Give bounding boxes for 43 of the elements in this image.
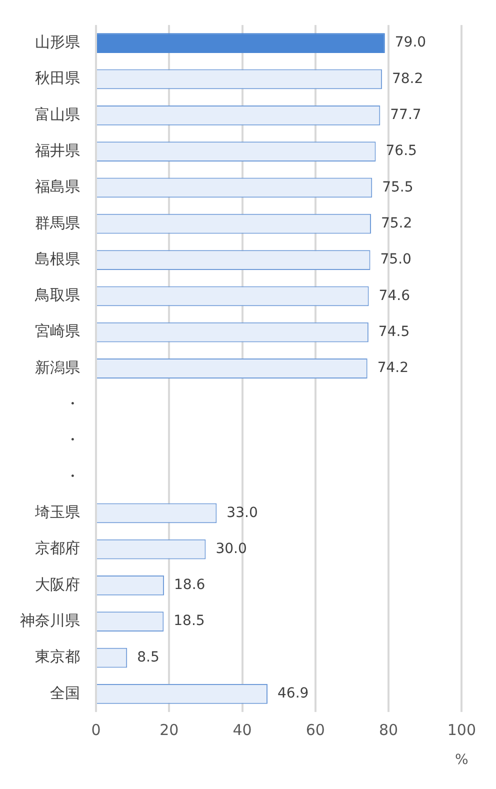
- x-axis-title: %: [455, 752, 468, 768]
- x-tick-label: 100: [447, 720, 476, 739]
- data-label: 75.2: [380, 216, 412, 232]
- data-label: 74.6: [378, 288, 410, 304]
- x-tick-label: 40: [232, 720, 252, 739]
- y-tick-label: 山形県: [35, 32, 80, 51]
- data-label: 75.0: [380, 252, 412, 268]
- data-label: 76.5: [386, 143, 417, 160]
- x-tick-label: 0: [91, 720, 101, 739]
- data-label: 79.0: [394, 34, 426, 51]
- data-label: 74.5: [378, 324, 410, 340]
- data-label: 77.7: [390, 107, 422, 124]
- y-tick-label: ・: [65, 466, 80, 485]
- y-tick-label: 神奈川県: [20, 611, 80, 630]
- y-tick-label: 大阪府: [35, 575, 80, 594]
- data-label: 78.2: [392, 70, 424, 87]
- y-tick-label: 鳥取県: [34, 286, 80, 304]
- y-tick-label: 京都府: [35, 539, 80, 558]
- data-label: 18.5: [174, 613, 205, 630]
- y-tick-label: 秋田県: [35, 69, 80, 88]
- y-tick-label: 全国: [50, 684, 80, 702]
- data-label: 30.0: [216, 540, 247, 557]
- bar: [97, 33, 385, 54]
- data-label: 8.5: [137, 649, 160, 666]
- y-tick-label: 東京都: [35, 648, 80, 666]
- y-tick-label: ・: [65, 430, 80, 449]
- y-tick-label: 埼玉県: [34, 503, 80, 522]
- y-tick-label: ・: [65, 394, 80, 413]
- x-tick-label: 60: [306, 720, 325, 739]
- x-tick-label: 80: [379, 720, 398, 739]
- data-label: 75.5: [382, 179, 414, 196]
- y-tick-label: 群馬県: [35, 214, 80, 232]
- y-tick-label: 福井県: [35, 141, 80, 160]
- data-label: 46.9: [278, 686, 309, 702]
- y-tick-label: 宮崎県: [35, 322, 80, 340]
- y-tick-label: 島根県: [35, 250, 80, 268]
- data-label: 33.0: [226, 504, 258, 521]
- data-label: 74.2: [377, 360, 409, 376]
- data-label: 18.6: [174, 577, 206, 594]
- y-tick-label: 新潟県: [35, 358, 80, 376]
- x-tick-label: 20: [160, 720, 179, 739]
- y-tick-label: 富山県: [35, 105, 80, 124]
- y-tick-label: 福島県: [35, 178, 80, 196]
